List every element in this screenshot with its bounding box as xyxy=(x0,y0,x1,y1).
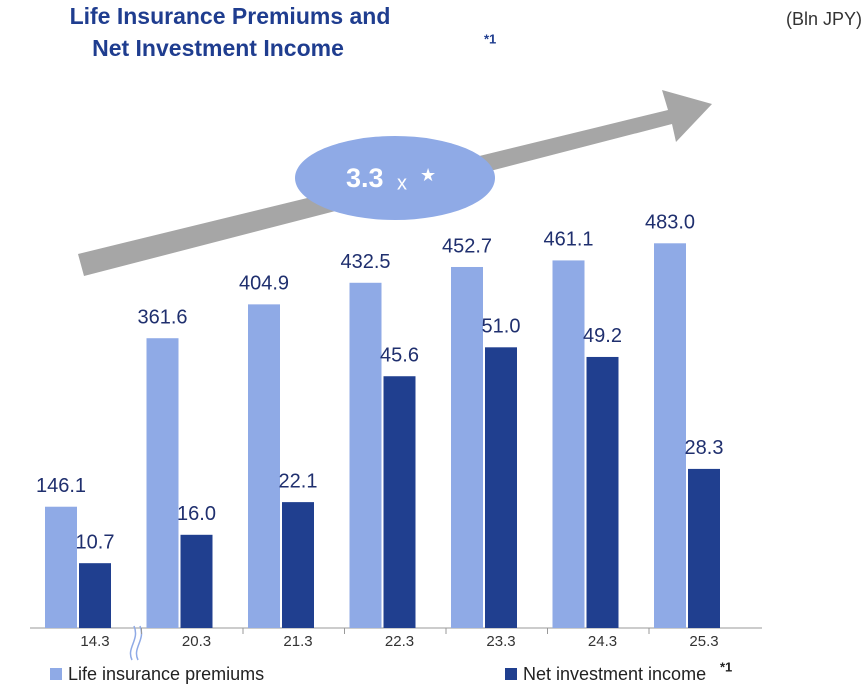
legend-label: Life insurance premiums xyxy=(68,664,264,684)
bar xyxy=(45,506,77,628)
bar xyxy=(180,534,213,628)
chart-title: Life Insurance Premiums and xyxy=(70,3,391,29)
legend-label: Net investment income xyxy=(523,664,706,684)
x-tick-label: 20.3 xyxy=(182,633,211,650)
value-label: 361.6 xyxy=(137,306,187,328)
x-tick-label: 14.3 xyxy=(80,633,109,650)
bar xyxy=(383,376,416,628)
bar xyxy=(146,338,179,628)
value-label: 461.1 xyxy=(543,229,593,251)
legend-note: *1 xyxy=(720,659,732,674)
unit-label: (Bln JPY) xyxy=(786,9,862,29)
annotation-value: 3.3 xyxy=(346,163,384,193)
bar xyxy=(79,563,111,628)
x-tick-label: 24.3 xyxy=(588,633,617,650)
bar xyxy=(654,243,686,628)
annotation-bubble xyxy=(295,136,495,220)
axis-break xyxy=(129,625,143,661)
x-tick-label: 25.3 xyxy=(689,633,718,650)
value-label: 10.7 xyxy=(76,531,115,553)
value-label: 51.0 xyxy=(482,316,521,338)
value-label: 49.2 xyxy=(583,325,622,347)
legend-swatch xyxy=(505,668,517,680)
bar xyxy=(586,356,619,628)
bar xyxy=(688,468,720,628)
value-label: 22.1 xyxy=(279,470,318,492)
value-label: 28.3 xyxy=(685,437,724,459)
bar xyxy=(552,260,585,628)
chart-title: Net Investment Income xyxy=(92,35,344,61)
legend-swatch xyxy=(50,668,62,680)
value-label: 483.0 xyxy=(645,212,695,234)
bar xyxy=(349,282,382,628)
x-tick-label: 22.3 xyxy=(385,633,414,650)
value-label: 432.5 xyxy=(340,251,390,273)
value-label: 452.7 xyxy=(442,235,492,257)
bar xyxy=(485,347,517,628)
x-tick-label: 23.3 xyxy=(486,633,515,650)
value-label: 45.6 xyxy=(380,345,419,367)
value-label: 16.0 xyxy=(177,503,216,525)
title-note: *1 xyxy=(484,31,496,46)
annotation-unit: x xyxy=(397,172,407,194)
value-label: 146.1 xyxy=(36,475,86,497)
bar xyxy=(282,502,314,628)
value-label: 404.9 xyxy=(239,273,289,295)
bar xyxy=(248,304,280,628)
x-tick-label: 21.3 xyxy=(283,633,312,650)
annotation-symbol: ★ xyxy=(420,165,436,185)
bar xyxy=(451,266,483,628)
